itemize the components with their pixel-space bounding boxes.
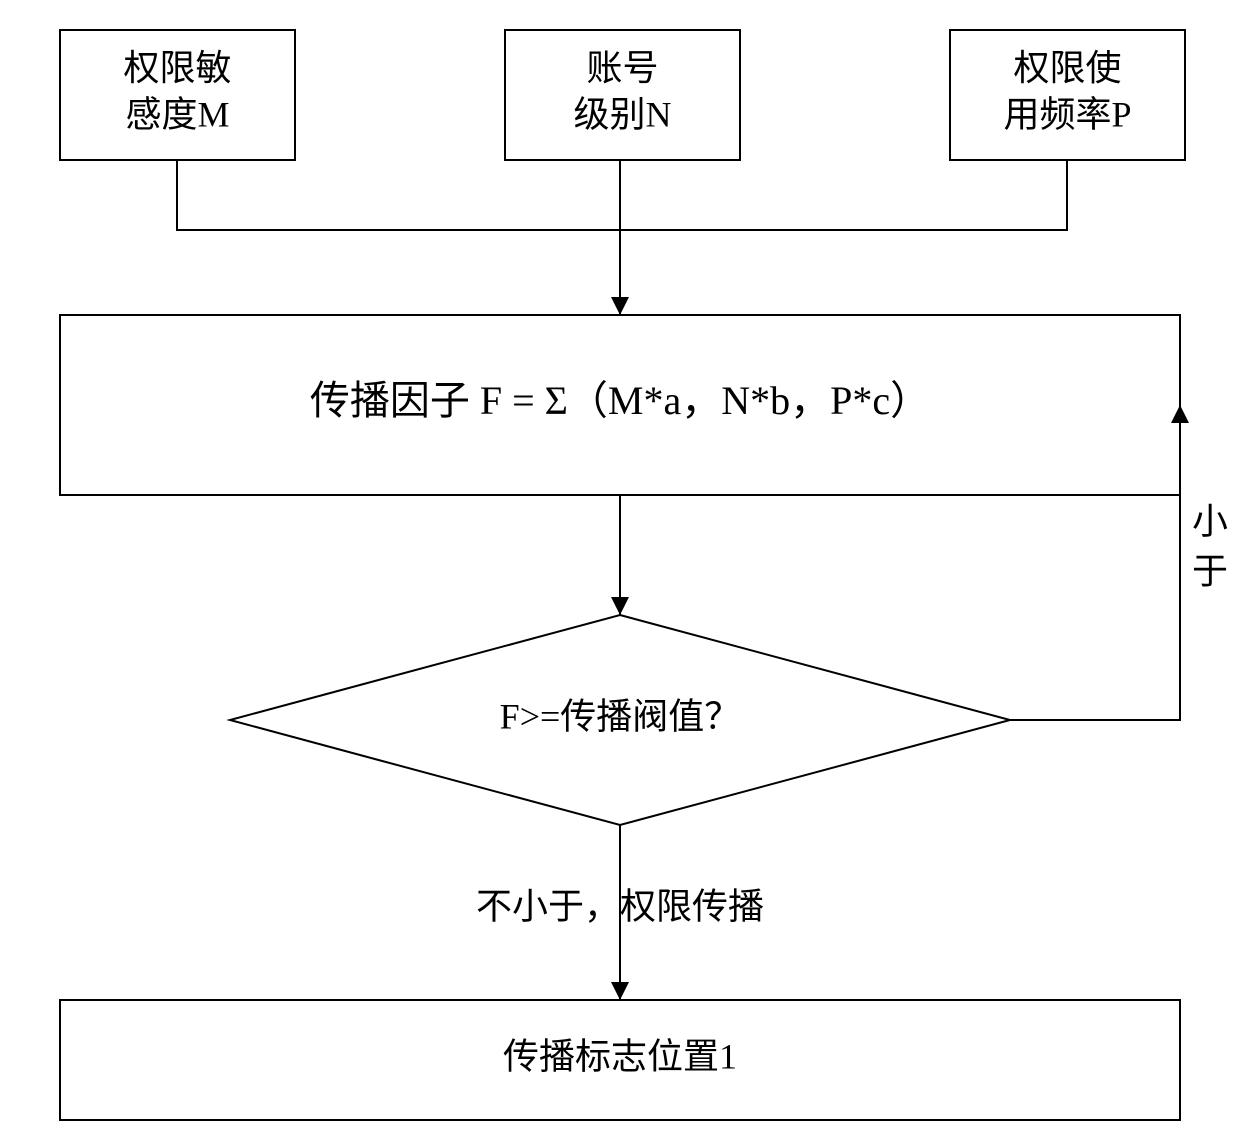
edge-P_to_bus [620,160,1067,230]
edge-label-dec_yes_to_out: 不小于，权限传播 [476,886,764,926]
svg-text:权限敏: 权限敏 [123,48,231,88]
edge-M_to_bus [177,160,620,230]
svg-text:传播因子 F = Σ（M*a，N*b，P*c）: 传播因子 F = Σ（M*a，N*b，P*c） [310,378,930,423]
svg-text:感度M: 感度M [125,95,229,135]
edge-vlabel-dec_no_loop-1: 于 [1192,551,1228,591]
edge-vlabel-dec_no_loop-0: 小 [1192,501,1228,541]
svg-text:用频率P: 用频率P [1003,95,1131,135]
svg-text:F>=传播阀值？: F>=传播阀值？ [500,696,741,736]
svg-text:传播标志位置1: 传播标志位置1 [503,1036,737,1076]
svg-text:权限使: 权限使 [1013,48,1121,88]
svg-text:级别N: 级别N [574,95,672,135]
svg-text:账号: 账号 [586,48,658,88]
